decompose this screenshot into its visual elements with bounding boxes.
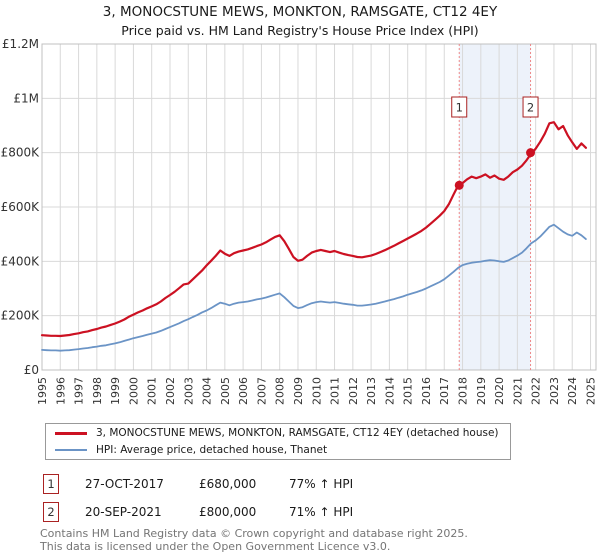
x-axis-tick-label: 2024 — [566, 377, 579, 405]
hpi-average-line — [41, 223, 587, 352]
x-axis-tick-label: 2013 — [365, 377, 378, 405]
transaction-2-date: 20-SEP-2021 — [85, 505, 162, 519]
hpi-line-swatch — [55, 449, 87, 451]
x-axis-tick-label: 2007 — [255, 377, 268, 405]
chart-title: 3, MONOCSTUNE MEWS, MONKTON, RAMSGATE, C… — [102, 4, 498, 20]
x-axis-tick-label: 2002 — [164, 377, 177, 405]
legend-item-property: 3, MONOCSTUNE MEWS, MONKTON, RAMSGATE, C… — [55, 427, 510, 440]
y-axis-tick-label: £200K — [1, 309, 41, 323]
x-axis-tick-label: 2010 — [310, 377, 323, 405]
transaction-1-date: 27-OCT-2017 — [85, 477, 164, 491]
sale-marker-label-box — [522, 96, 539, 118]
x-axis-tick-label: 1999 — [109, 377, 122, 405]
chart-subtitle: Price paid vs. HM Land Registry's House … — [121, 23, 479, 38]
x-axis-tick-label: 2014 — [383, 377, 396, 405]
property-line-swatch — [55, 431, 87, 435]
x-axis-tick-label: 2023 — [548, 377, 561, 405]
sale-marker-label-box — [451, 96, 468, 118]
copyright-footer: Contains HM Land Registry data © Crown c… — [40, 527, 468, 553]
y-axis-tick-label: £0 — [24, 363, 39, 377]
x-axis-tick-label: 2019 — [475, 377, 488, 405]
legend-item-hpi: HPI: Average price, detached house, Than… — [55, 444, 510, 457]
x-axis-tick-label: 2000 — [127, 377, 140, 405]
chart-legend: 3, MONOCSTUNE MEWS, MONKTON, RAMSGATE, C… — [45, 423, 511, 460]
sale-marker-label-text: 2 — [527, 101, 534, 115]
transaction-1-hpi-diff: 77% ↑ HPI — [289, 477, 354, 491]
x-axis-tick-label: 2005 — [219, 377, 232, 405]
plot-border — [41, 43, 597, 371]
x-axis-tick-label: 1998 — [91, 377, 104, 405]
transaction-2-number-badge: 2 — [43, 502, 59, 522]
y-axis-tick-label: £800K — [1, 146, 41, 160]
x-axis-tick-label: 2004 — [201, 377, 214, 405]
transaction-1-number-badge: 1 — [43, 474, 59, 494]
legend-label-property: 3, MONOCSTUNE MEWS, MONKTON, RAMSGATE, C… — [96, 427, 499, 439]
footer-line-2: This data is licensed under the Open Gov… — [40, 539, 391, 553]
transaction-1-price: £680,000 — [199, 477, 257, 491]
x-axis-tick-label: 2001 — [146, 377, 159, 405]
x-axis-tick-label: 2009 — [292, 377, 305, 405]
x-axis-tick-label: 2012 — [347, 377, 360, 405]
x-axis-tick-label: 2018 — [457, 377, 470, 405]
sale-point-dot — [526, 148, 536, 158]
y-axis-tick-label: £1.2M — [2, 37, 39, 51]
x-axis-tick-label: 2006 — [237, 377, 250, 405]
legend-label-hpi: HPI: Average price, detached house, Than… — [96, 444, 328, 456]
transaction-2-hpi-diff: 71% ↑ HPI — [289, 505, 354, 519]
y-axis-tick-label: £400K — [1, 254, 41, 268]
x-axis-tick-label: 2011 — [329, 377, 342, 405]
x-axis-tick-label: 2021 — [511, 377, 524, 405]
x-axis-tick-label: 2022 — [530, 377, 543, 405]
x-axis-tick-label: 2025 — [585, 377, 598, 405]
x-axis-tick-label: 2017 — [438, 377, 451, 405]
x-axis-tick-label: 2016 — [420, 377, 433, 405]
price-chart-svg: £0 £200K £400K £600K £800K £1M £1.2M 1995 1996 19… — [1, 37, 598, 405]
y-axis-tick-label: £600K — [1, 200, 41, 214]
property-price-line — [40, 121, 588, 338]
x-axis-tick-label: 1997 — [73, 377, 86, 405]
x-axis-tick-label: 2003 — [182, 377, 195, 405]
transaction-2-price: £800,000 — [199, 505, 257, 519]
x-axis-tick-label: 1996 — [54, 377, 67, 405]
sale-point-dot — [454, 180, 464, 190]
x-axis-tick-label: 2020 — [493, 377, 506, 405]
x-axis-tick-label: 2015 — [402, 377, 415, 405]
footer-line-1: Contains HM Land Registry data © Crown c… — [40, 527, 468, 540]
y-axis-tick-label: £1M — [13, 91, 39, 105]
x-axis-tick-label: 1995 — [36, 377, 49, 405]
sale-marker-label-text: 1 — [456, 101, 463, 115]
x-axis-tick-label: 2008 — [274, 377, 287, 405]
